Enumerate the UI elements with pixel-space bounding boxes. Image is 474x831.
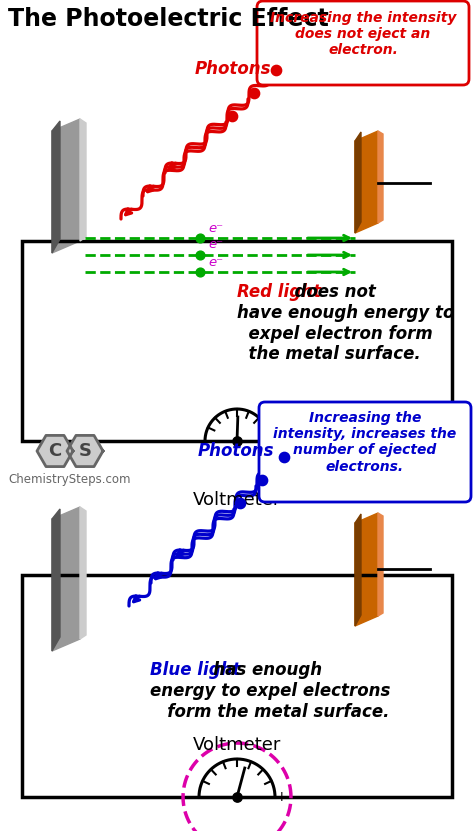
Text: +: + [269, 434, 281, 448]
Bar [22, 575, 452, 797]
Text: −: − [187, 790, 199, 804]
Point [233, 790, 241, 804]
Text: C: C [48, 442, 62, 460]
Polygon shape [80, 119, 86, 241]
Text: e⁻: e⁻ [208, 255, 223, 268]
Polygon shape [52, 509, 60, 651]
Polygon shape [355, 131, 378, 233]
Text: Blue light: Blue light [150, 661, 240, 679]
Polygon shape [355, 513, 378, 626]
Polygon shape [67, 435, 103, 466]
Polygon shape [52, 119, 80, 253]
Text: does not
have enough energy to
  expel electron form
  the metal surface.: does not have enough energy to expel ele… [237, 283, 455, 363]
Polygon shape [80, 507, 86, 639]
Text: +: + [275, 790, 287, 804]
Text: −: − [193, 434, 205, 448]
Point [273, 63, 280, 76]
Text: ChemistrySteps.com: ChemistrySteps.com [9, 473, 131, 486]
Polygon shape [378, 513, 383, 616]
Text: e⁻: e⁻ [208, 222, 223, 234]
Text: has enough
energy to expel electrons
   form the metal surface.: has enough energy to expel electrons for… [150, 661, 391, 720]
Text: Voltmeter: Voltmeter [193, 736, 281, 754]
Point [237, 497, 244, 510]
Point [196, 231, 204, 244]
Polygon shape [52, 507, 80, 651]
Text: Red light: Red light [237, 283, 321, 301]
Text: Increasing the intensity
does not eject an
electron.: Increasing the intensity does not eject … [270, 11, 456, 57]
Text: Photons: Photons [195, 60, 272, 78]
Text: The Photoelectric Effect: The Photoelectric Effect [8, 7, 329, 31]
Point [196, 265, 204, 278]
Point [228, 110, 236, 123]
Text: S: S [79, 442, 91, 460]
Text: Photons: Photons [198, 442, 274, 460]
Point [233, 435, 241, 448]
Polygon shape [355, 132, 361, 233]
Point [281, 450, 288, 464]
Bar [22, 241, 452, 441]
Text: e⁻: e⁻ [208, 238, 223, 252]
Polygon shape [355, 514, 361, 626]
Polygon shape [52, 121, 60, 253]
Polygon shape [378, 131, 383, 223]
Point [258, 474, 266, 487]
Text: Increasing the
intensity, increases the
number of ejected
electrons.: Increasing the intensity, increases the … [273, 411, 456, 474]
Point [196, 248, 204, 262]
Text: Voltmeter: Voltmeter [193, 491, 281, 509]
FancyBboxPatch shape [257, 1, 469, 85]
Polygon shape [37, 435, 73, 466]
Point [250, 86, 258, 100]
FancyBboxPatch shape [259, 402, 471, 502]
